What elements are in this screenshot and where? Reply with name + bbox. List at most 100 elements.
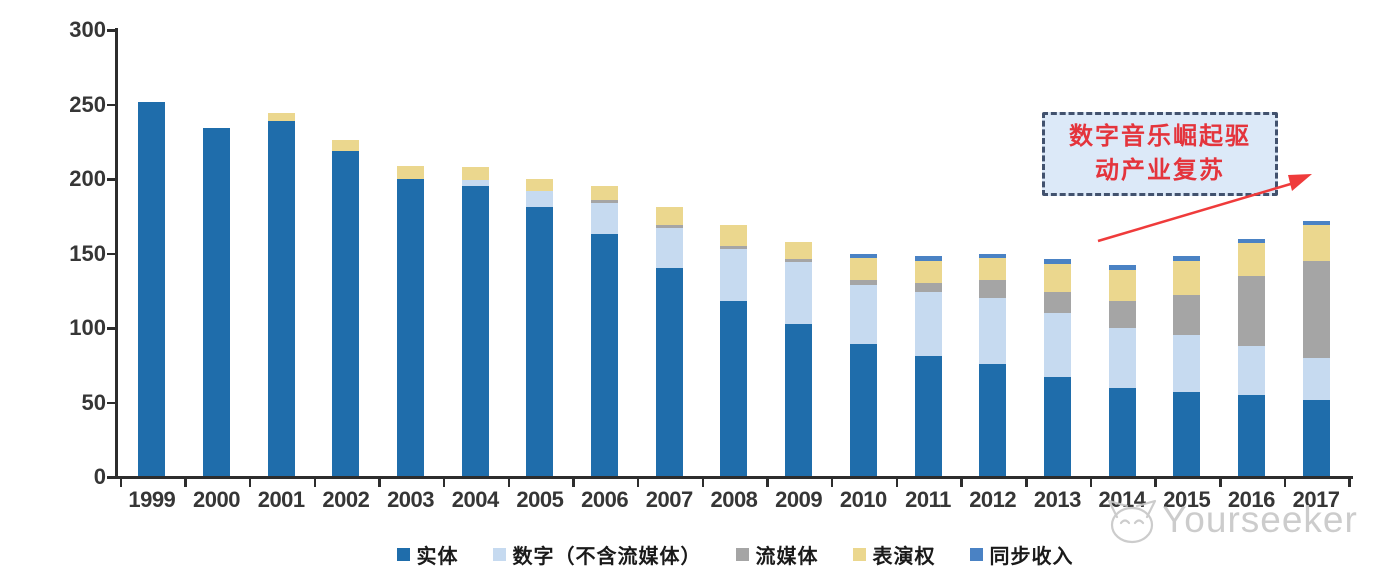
bar-2013-同步收入	[1043, 259, 1071, 264]
bar-2008-实体	[720, 301, 748, 477]
bar-1999-实体	[138, 101, 166, 477]
bar-2012-流媒体	[979, 280, 1007, 299]
x-axis-label: 2011	[905, 487, 951, 512]
bar-2014-流媒体	[1108, 301, 1136, 328]
x-axis-tick	[313, 478, 317, 487]
legend-label: 实体	[416, 546, 459, 568]
bar-2008-表演权	[720, 225, 748, 247]
bar-2012-表演权	[979, 257, 1007, 281]
bar-2015-表演权	[1173, 260, 1201, 296]
bar-2004-实体	[461, 186, 489, 477]
x-axis-tick	[507, 478, 511, 487]
y-axis-tick	[107, 401, 116, 404]
bar-2006-流媒体	[591, 199, 619, 203]
x-axis-label: 2004	[451, 487, 499, 512]
bar-2014-数字（不含流媒体）	[1108, 328, 1136, 388]
legend-item-数字（不含流媒体）: 数字（不含流媒体）	[492, 540, 702, 569]
bar-2010-表演权	[849, 257, 877, 281]
bar-2011-数字（不含流媒体）	[914, 292, 942, 357]
legend: 实体 数字（不含流媒体） 流媒体 表演权 同步收入	[115, 540, 1355, 569]
bar-2004-数字（不含流媒体）	[461, 180, 489, 187]
bar-2016-数字（不含流媒体）	[1237, 345, 1265, 396]
y-axis-tick	[107, 29, 116, 32]
y-axis-label: 0	[93, 464, 106, 489]
x-axis-label: 2010	[839, 487, 887, 512]
y-axis-tick	[107, 178, 116, 181]
bar-2017-表演权	[1302, 225, 1330, 261]
bar-2006-数字（不含流媒体）	[591, 202, 619, 235]
bar-2009-数字（不含流媒体）	[785, 262, 813, 324]
x-axis-tick	[1025, 478, 1028, 487]
x-axis-tick	[766, 478, 769, 487]
bar-2013-表演权	[1043, 263, 1071, 293]
y-axis-label: 300	[69, 17, 106, 42]
bar-2015-同步收入	[1173, 256, 1201, 261]
bar-2007-实体	[655, 268, 683, 477]
annotation-text-line1: 数字音乐崛起驱	[1069, 124, 1251, 150]
bar-2015-实体	[1173, 392, 1201, 477]
legend-item-流媒体: 流媒体	[735, 540, 819, 569]
bar-2004-表演权	[461, 167, 489, 181]
y-axis-label: 150	[69, 240, 106, 266]
legend-label: 同步收入	[989, 546, 1074, 568]
bar-2001-实体	[267, 120, 295, 477]
bar-2005-实体	[526, 207, 554, 477]
x-axis-tick	[1154, 478, 1157, 487]
watermark-text: Yourseeker	[1162, 499, 1358, 540]
y-axis-line	[115, 28, 118, 478]
x-axis-label: 2000	[193, 487, 240, 512]
bar-2007-流媒体	[655, 225, 683, 229]
x-axis-label: 2015	[1163, 487, 1211, 512]
bar-2008-数字（不含流媒体）	[720, 249, 748, 302]
bar-2014-表演权	[1108, 269, 1136, 302]
bar-2005-数字（不含流媒体）	[526, 190, 554, 208]
x-axis-tick	[1348, 478, 1351, 487]
x-axis-label: 2016	[1227, 487, 1275, 512]
x-axis-tick	[636, 478, 640, 487]
x-axis-tick	[960, 478, 963, 487]
y-axis-tick	[107, 103, 116, 106]
legend-swatch	[852, 548, 866, 561]
x-axis-tick	[572, 478, 575, 487]
x-axis-tick	[1089, 478, 1093, 487]
x-axis-tick	[119, 478, 122, 487]
bar-2009-表演权	[785, 241, 813, 260]
bar-2007-表演权	[655, 207, 683, 226]
bar-2009-实体	[785, 323, 813, 477]
x-axis-label: 2013	[1033, 487, 1081, 512]
bar-2015-数字（不含流媒体）	[1173, 335, 1201, 393]
x-axis-tick	[895, 478, 899, 487]
legend-swatch	[735, 548, 749, 561]
y-axis-label: 200	[69, 166, 106, 191]
y-axis-label: 250	[69, 91, 106, 117]
y-axis-label: 100	[69, 315, 106, 340]
legend-swatch	[396, 548, 410, 561]
bar-2010-实体	[849, 344, 877, 477]
y-axis-tick	[107, 476, 116, 479]
bar-2012-实体	[979, 363, 1007, 477]
y-axis-tick	[107, 327, 116, 330]
x-axis-label: 2003	[387, 487, 435, 512]
annotation-text-line2: 动产业复苏	[1095, 158, 1225, 184]
bar-2011-表演权	[914, 260, 942, 284]
bar-2009-流媒体	[785, 259, 813, 263]
bar-2002-实体	[332, 150, 360, 477]
x-axis-label: 2005	[516, 487, 564, 512]
bar-2003-实体	[397, 179, 425, 477]
bar-2000-实体	[203, 128, 231, 477]
annotation-callout: 数字音乐崛起驱 动产业复苏	[1042, 112, 1278, 196]
x-axis-tick	[248, 478, 252, 487]
bar-2011-流媒体	[914, 283, 942, 293]
x-axis-tick	[442, 478, 446, 487]
bar-2011-实体	[914, 356, 942, 477]
bar-2013-实体	[1043, 377, 1071, 477]
x-axis-label: 2001	[257, 487, 305, 512]
x-axis-label: 2006	[581, 487, 629, 512]
legend-label: 流媒体	[755, 546, 819, 568]
bar-2016-实体	[1237, 395, 1265, 477]
x-axis-tick	[378, 478, 381, 487]
legend-swatch	[492, 548, 506, 561]
bar-2002-表演权	[332, 140, 360, 151]
legend-item-实体: 实体	[396, 540, 459, 569]
